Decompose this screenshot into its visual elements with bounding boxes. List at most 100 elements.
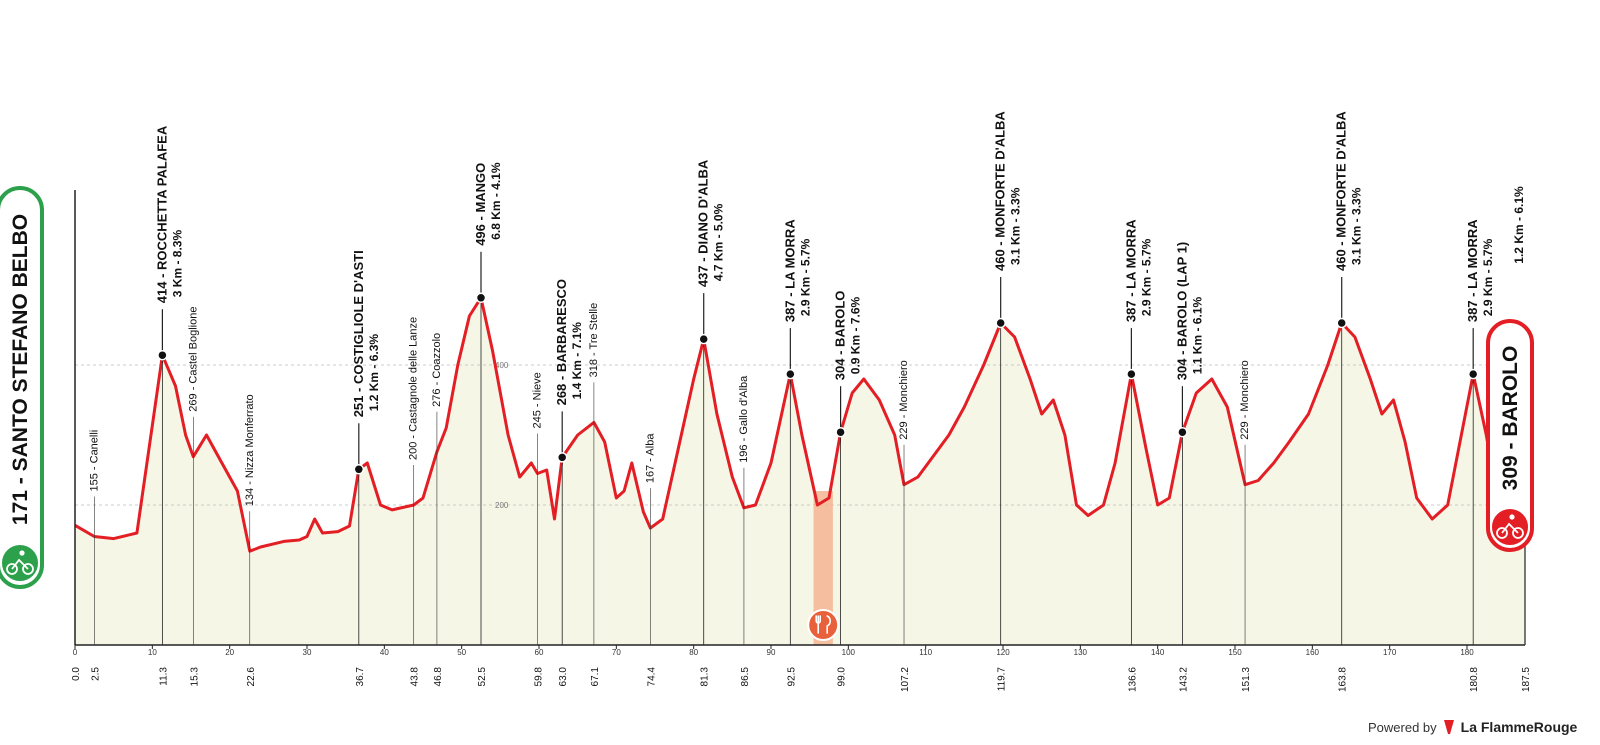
waypoint-climb-7: 6.8 Km - 4.1%: [489, 162, 503, 240]
start-bike-icon: [0, 543, 40, 583]
x-tick-label-40: 40: [380, 648, 389, 657]
finish-bike-frame-icon: [1501, 522, 1519, 534]
waypoint-name-0: 155 - Canelli: [88, 430, 100, 492]
km-label-180.8: 180.8: [1469, 667, 1480, 692]
waypoint-dot-15: [835, 426, 846, 438]
waypoint-name-16: 229 - Monchiero: [898, 360, 910, 440]
flamme-rouge-logo-icon: [1443, 720, 1454, 734]
waypoint-name-12: 437 - DIANO D'ALBA: [696, 159, 711, 287]
waypoint-climb-15: 0.9 Km - 7.6%: [849, 297, 863, 375]
km-label-43.8: 43.8: [410, 667, 421, 687]
cutlery-icon: [815, 615, 831, 634]
elevation-line: [74, 296, 1527, 553]
waypoint-dot-14: [785, 368, 796, 380]
km-label-119.7: 119.7: [997, 667, 1008, 692]
x-tick-label-130: 130: [1074, 648, 1088, 657]
finish-label: 309 - BAROLO: [1499, 346, 1522, 491]
waypoint-name-20: 229 - Monchiero: [1239, 360, 1251, 440]
x-tick-label-0: 0: [73, 648, 78, 657]
waypoint-name-4: 251 - COSTIGLIOLE D'ASTI: [351, 250, 366, 417]
km-label-151.3: 151.3: [1241, 667, 1252, 692]
waypoint-climb-19: 1.1 Km - 6.1%: [1190, 297, 1204, 375]
km-label-22.6: 22.6: [246, 667, 257, 687]
x-tick-label-140: 140: [1151, 648, 1165, 657]
start-bike-wheel-front-icon: [22, 563, 34, 575]
x-tick-label-110: 110: [919, 648, 932, 657]
km-label-52.5: 52.5: [477, 667, 488, 687]
start-label: 171 - SANTO STEFANO BELBO: [9, 214, 32, 525]
waypoint-dot-22: [1467, 368, 1479, 380]
waypoint-name-22: 387 - LA MORRA: [1465, 219, 1480, 322]
credit: Powered by La FlammeRouge: [1368, 719, 1577, 735]
x-tick-label-30: 30: [303, 648, 312, 657]
km-label-143.2: 143.2: [1178, 667, 1189, 692]
waypoint-climb-12: 4.7 Km - 5.0%: [712, 203, 726, 281]
start-rider-head-icon: [19, 550, 25, 556]
x-tick-label-80: 80: [689, 648, 698, 657]
waypoint-name-8: 245 - Nieve: [531, 372, 543, 428]
finish-climb-label: 1.2 Km - 6.1%: [1512, 186, 1526, 264]
km-label-67.1: 67.1: [590, 667, 601, 687]
waypoint-climb-22: 2.9 Km - 5.7%: [1481, 238, 1495, 316]
waypoint-climb-17: 3.1 Km - 3.3%: [1009, 187, 1023, 265]
waypoint-dot-9: [556, 452, 568, 463]
waypoint-name-17: 460 - MONFORTE D'ALBA: [993, 111, 1008, 271]
km-label-36.7: 36.7: [355, 667, 366, 687]
waypoint-name-21: 460 - MONFORTE D'ALBA: [1334, 111, 1349, 271]
waypoint-name-6: 276 - Coazzolo: [431, 333, 443, 407]
km-label-187.5: 187.5: [1521, 667, 1532, 692]
km-label-59.8: 59.8: [533, 667, 544, 687]
waypoint-climb-18: 2.9 Km - 5.7%: [1139, 238, 1153, 316]
x-tick-label-10: 10: [148, 648, 157, 657]
waypoint-dot-18: [1126, 368, 1137, 380]
waypoint-climb-1: 3 Km - 8.3%: [170, 230, 184, 298]
waypoint-dot-17: [995, 317, 1006, 329]
km-label-15.3: 15.3: [189, 667, 200, 687]
km-label-0.0: 0.0: [71, 667, 82, 681]
x-tick-label-100: 100: [842, 648, 856, 657]
waypoint-name-13: 196 - Gallo d'Alba: [738, 375, 750, 463]
km-label-63.0: 63.0: [558, 667, 569, 687]
km-label-99.0: 99.0: [837, 667, 848, 687]
brand-label: La FlammeRouge: [1460, 719, 1578, 735]
powered-by-label: Powered by: [1368, 719, 1437, 735]
km-label-163.8: 163.8: [1338, 667, 1349, 692]
km-label-107.2: 107.2: [900, 667, 911, 692]
finish-bike-wheel-rear-icon: [1496, 527, 1508, 539]
finish-bike-wheel-front-icon: [1512, 527, 1524, 539]
waypoint-dot-12: [698, 333, 709, 345]
feed-zone-icon: [807, 609, 840, 641]
km-label-92.5: 92.5: [786, 667, 797, 687]
km-label-86.5: 86.5: [740, 667, 751, 687]
y-tick-label-400: 400: [495, 361, 509, 370]
waypoint-dot-7: [475, 292, 487, 304]
finish-rider-head-icon: [1509, 514, 1515, 520]
waypoint-name-2: 269 - Castel Boglione: [187, 307, 199, 412]
x-tick-label-170: 170: [1383, 648, 1397, 657]
x-tick-label-150: 150: [1228, 648, 1242, 657]
waypoint-dot-1: [157, 349, 168, 361]
waypoint-name-18: 387 - LA MORRA: [1123, 219, 1138, 322]
start-capsule: [0, 186, 44, 589]
profile-area: [75, 297, 1525, 645]
waypoint-name-1: 414 - ROCCHETTA PALAFEA: [154, 125, 169, 303]
km-label-81.3: 81.3: [700, 667, 711, 687]
start-bike-frame-icon: [11, 558, 29, 570]
x-tick-label-50: 50: [457, 648, 466, 657]
waypoint-climb-21: 3.1 Km - 3.3%: [1350, 187, 1364, 265]
km-label-136.6: 136.6: [1127, 667, 1138, 692]
km-label-2.5: 2.5: [90, 667, 101, 681]
waypoint-dot-21: [1336, 317, 1347, 329]
km-label-74.4: 74.4: [646, 667, 657, 687]
waypoint-climb-14: 2.9 Km - 5.7%: [798, 238, 812, 316]
x-tick-label-180: 180: [1460, 648, 1474, 657]
start-bike-wheel-rear-icon: [6, 563, 18, 575]
waypoint-name-5: 200 - Castagnole delle Lanze: [408, 317, 420, 460]
waypoint-name-9: 268 - BARBARESCO: [554, 279, 569, 405]
waypoint-name-11: 167 - Alba: [644, 433, 656, 483]
waypoint-name-3: 134 - Nizza Monferrato: [244, 394, 256, 506]
x-tick-label-90: 90: [767, 648, 776, 657]
x-tick-label-20: 20: [225, 648, 234, 657]
x-tick-label-60: 60: [535, 648, 544, 657]
